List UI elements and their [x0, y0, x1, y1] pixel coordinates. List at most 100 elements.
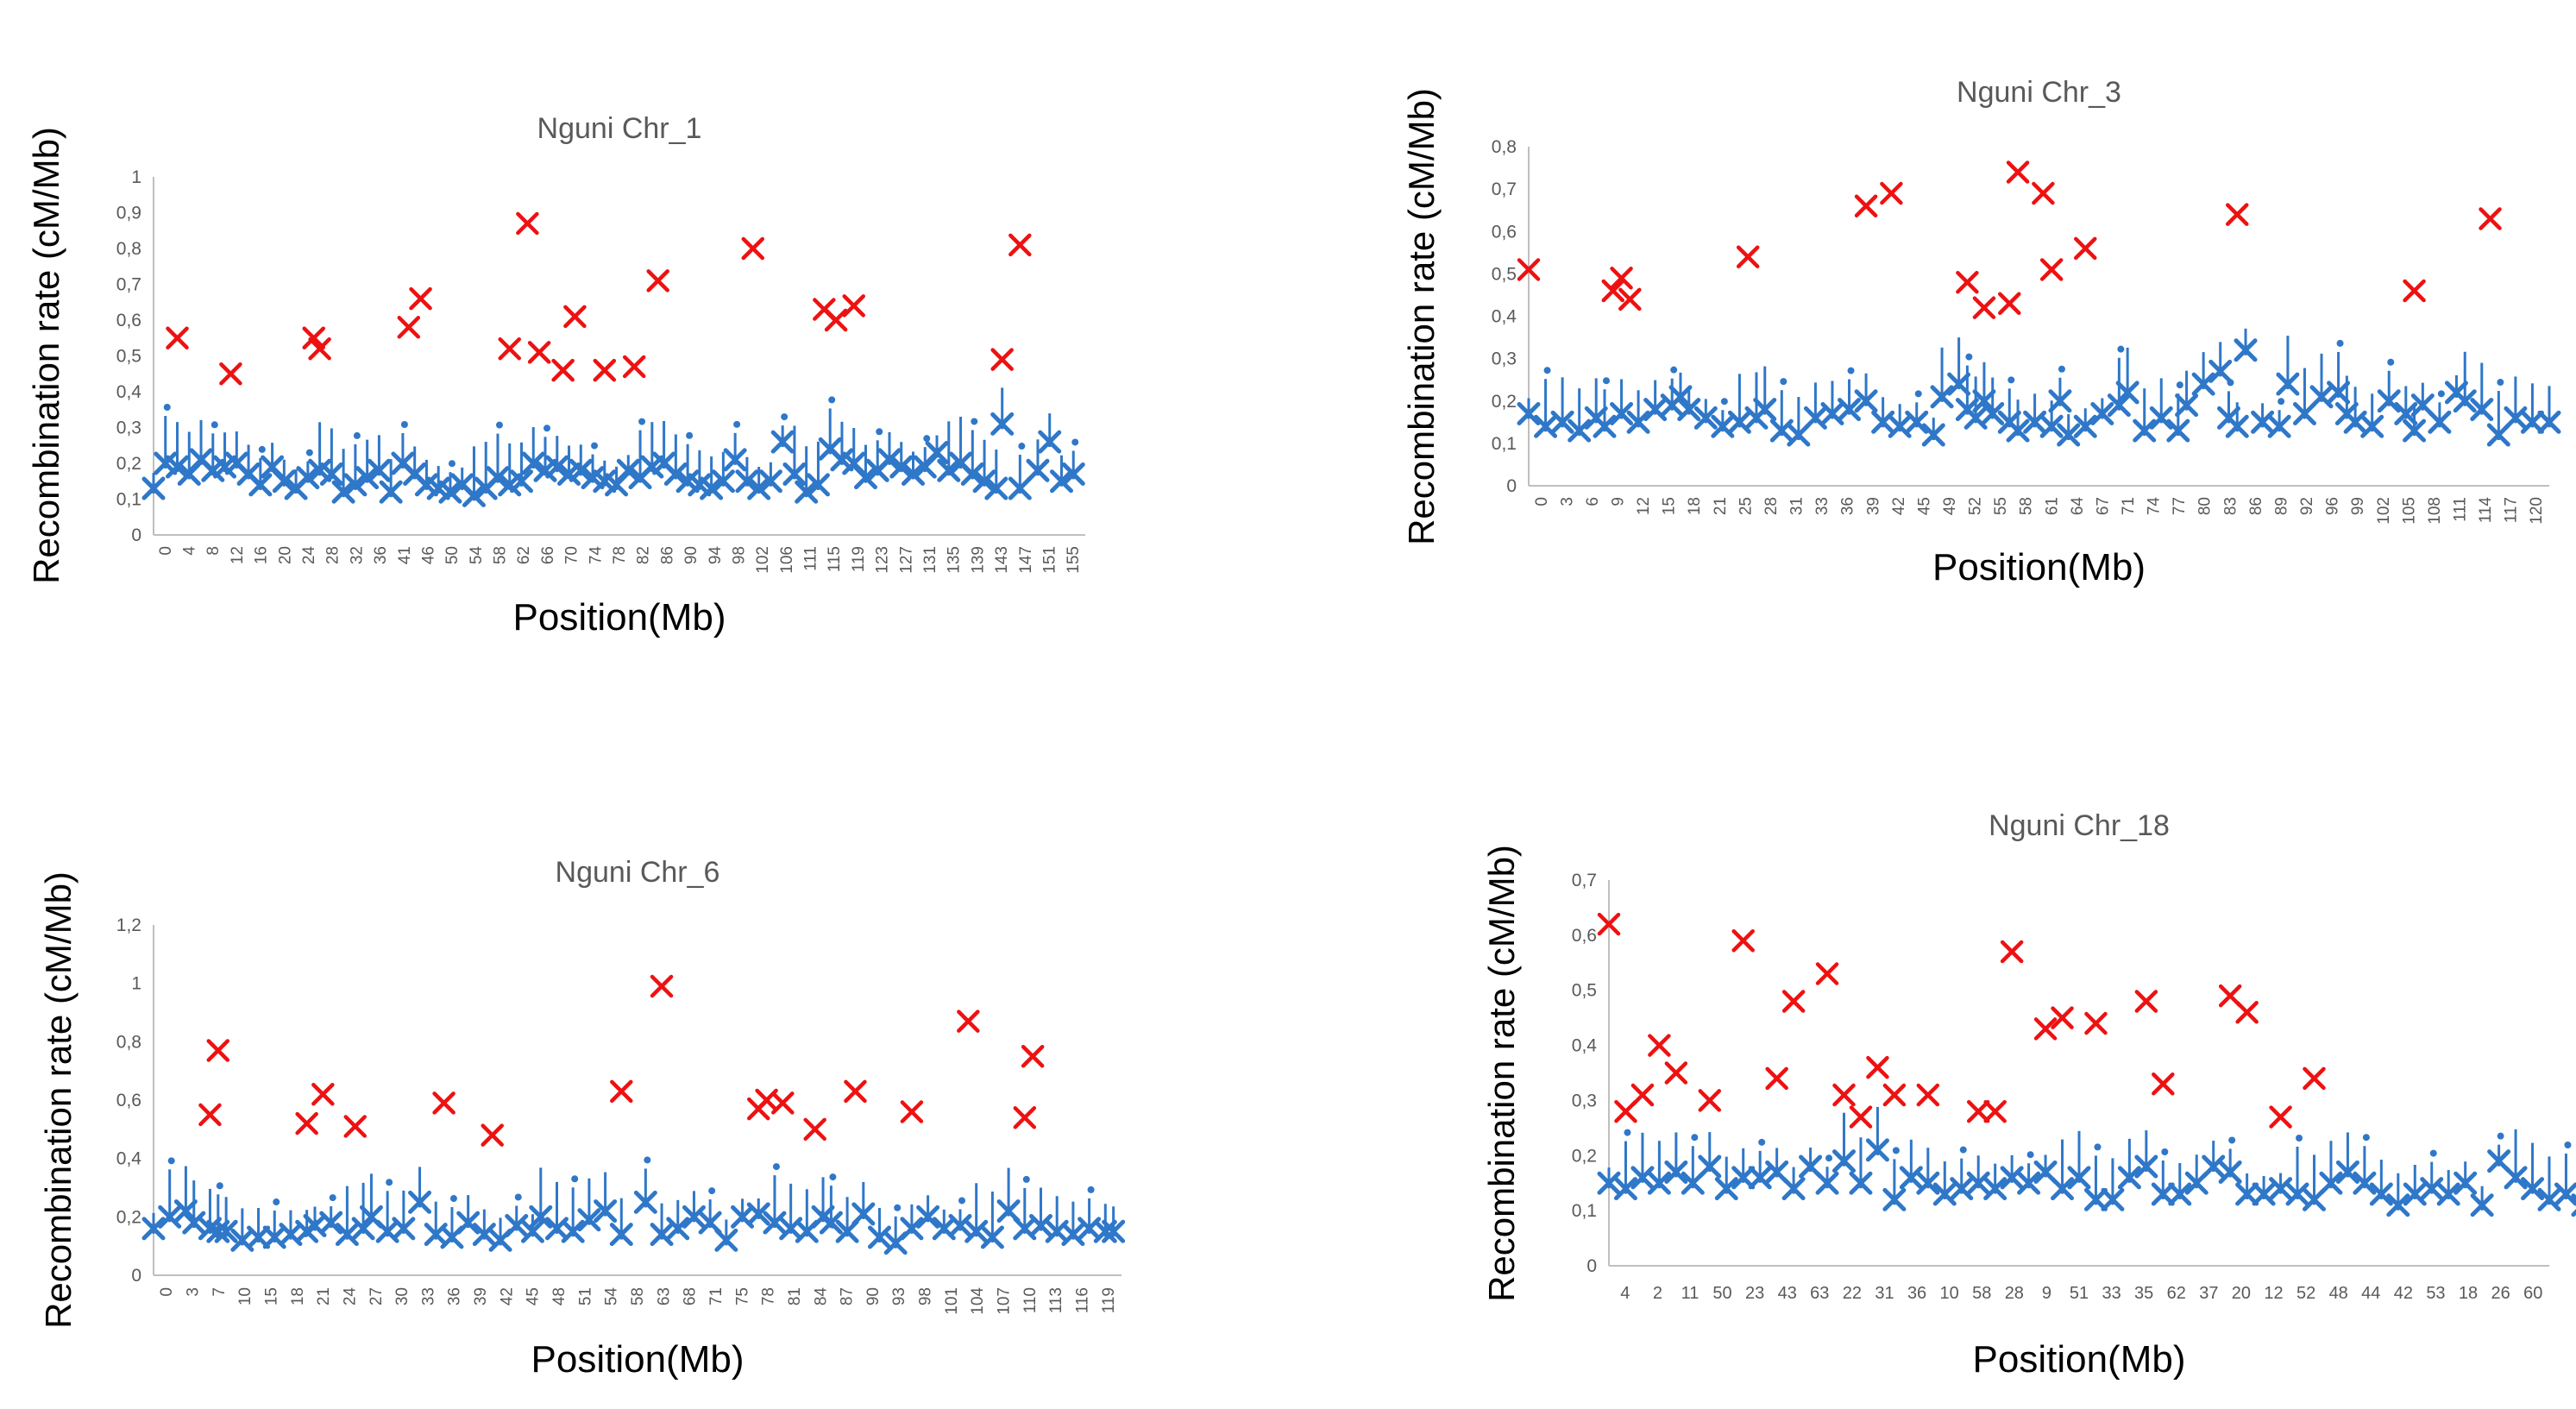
- chart1-y-axis-label: Recombination rate (cM/Mb): [26, 127, 66, 584]
- chart1-point-blue: [521, 451, 545, 475]
- chart3-point-blue: [609, 1223, 633, 1247]
- chart2-point-red: [1601, 279, 1625, 303]
- chart2-outlier-point: [1720, 398, 1728, 406]
- chart3-point-blue: [948, 1213, 972, 1237]
- chart1-x-tick-label: 16: [253, 546, 271, 564]
- chart1-x-tick-label: 78: [611, 546, 629, 564]
- chart1-x-tick-label: 24: [300, 546, 318, 565]
- chart2-outlier-point: [2336, 339, 2344, 347]
- chart4-point-blue: [2353, 1171, 2377, 1195]
- chart4-point-blue: [2202, 1154, 2226, 1179]
- chart1-x-tick-label: 20: [276, 546, 294, 564]
- chart2-point-blue: [1568, 418, 1592, 443]
- chart3-outlier-point: [708, 1187, 716, 1195]
- chart1-outlier-point: [210, 421, 218, 429]
- chart2-point-red: [1854, 194, 1878, 218]
- chart1-y-tick-label: 0,6: [116, 311, 141, 330]
- chart1-x-tick-label: 36: [372, 546, 390, 564]
- chart1-point-blue: [1026, 458, 1050, 482]
- chart4-x-tick-label: 31: [1875, 1284, 1894, 1303]
- chart3-x-tick-label: 68: [682, 1287, 700, 1305]
- chart1-x-axis-label: Position(Mb): [513, 596, 726, 638]
- chart1-outlier-point: [495, 421, 503, 429]
- chart1-point-blue: [795, 480, 819, 504]
- chart2-y-tick-label: 0,3: [1492, 349, 1517, 369]
- chart3-x-tick-label: 107: [996, 1287, 1014, 1315]
- chart2-point-blue: [2107, 393, 2131, 418]
- chart4-y-tick-label: 0,3: [1572, 1091, 1597, 1110]
- chart1-x-tick-label: 131: [921, 546, 939, 574]
- chart1-point-blue: [937, 458, 961, 482]
- chart1-point-blue: [545, 455, 569, 479]
- chart2-point-red: [2226, 203, 2249, 226]
- chart1-point-red: [397, 316, 421, 339]
- chart4-x-tick-label: 43: [1778, 1284, 1797, 1303]
- chart1-point-red: [824, 308, 848, 332]
- chart3-point-blue: [247, 1225, 271, 1249]
- chart3-point-red: [481, 1123, 504, 1147]
- chart4-x-tick-label: 26: [2491, 1284, 2510, 1303]
- chart2-point-blue: [2377, 389, 2401, 413]
- chart4-point-red: [1966, 1099, 1990, 1123]
- chart1-point-blue: [735, 469, 759, 494]
- chart4-y-tick-label: 0,6: [1572, 926, 1597, 946]
- chart1-x-tick-label: 58: [492, 546, 510, 564]
- chart1-point-blue: [806, 473, 830, 497]
- chart1-point-blue: [1038, 430, 1062, 454]
- chart1-point-red: [166, 326, 189, 349]
- chart3-point-red: [771, 1091, 795, 1115]
- chart1-point-blue: [770, 430, 795, 454]
- chart3-y-tick-label: 0,2: [116, 1207, 141, 1227]
- chart2-y-tick-label: 0,7: [1492, 179, 1517, 199]
- chart1-outlier-point: [448, 460, 456, 468]
- chart2-point-blue: [1693, 406, 1718, 430]
- chart4-point-red: [1630, 1083, 1655, 1107]
- chart4-point-blue: [2218, 1160, 2242, 1184]
- chart2-x-tick-label: 9: [1610, 497, 1628, 506]
- chart1-x-tick-label: 147: [1017, 546, 1035, 574]
- chart2-x-tick-label: 28: [1762, 497, 1781, 515]
- chart2-point-blue: [2115, 381, 2139, 405]
- chart3-point-blue: [472, 1223, 496, 1247]
- chart3-point-blue: [520, 1219, 544, 1243]
- chart2-point-blue: [2394, 401, 2418, 425]
- chart3-point-red: [957, 1010, 980, 1033]
- chart1-point-blue: [747, 476, 771, 500]
- chart2-point-blue: [1930, 385, 1954, 409]
- chart3-point-blue: [868, 1225, 891, 1249]
- chart2-point-blue: [2403, 418, 2427, 443]
- chart2-x-tick-label: 31: [1788, 497, 1806, 515]
- chart1-point-blue: [889, 455, 914, 479]
- chart1-outlier-point: [1071, 438, 1079, 446]
- chart1-x-tick-label: 41: [396, 546, 414, 564]
- chart1-x-tick-label: 54: [468, 546, 486, 565]
- chart3-x-tick-label: 71: [707, 1287, 726, 1305]
- chart3-x-tick-label: 84: [812, 1287, 830, 1306]
- chart2-point-red: [1956, 270, 1979, 294]
- chart3-point-blue: [851, 1202, 876, 1226]
- chart2-point-red: [2403, 279, 2426, 303]
- chart3-point-blue: [1061, 1223, 1085, 1247]
- chart4-point-blue: [2369, 1182, 2393, 1206]
- chart4-point-blue: [1882, 1187, 1907, 1211]
- chart3-point-blue: [633, 1190, 657, 1214]
- chart1-x-tick-label: 155: [1065, 546, 1083, 574]
- chart2-x-tick-label: 105: [2400, 497, 2418, 525]
- chart4-x-tick-label: 23: [1745, 1284, 1764, 1303]
- chart1-point-blue: [925, 441, 949, 465]
- chart2-point-red: [2479, 207, 2502, 230]
- chart3-point-blue: [1093, 1219, 1117, 1243]
- chart2-point-red: [1880, 181, 1903, 205]
- chart2-x-tick-label: 96: [2324, 497, 2342, 515]
- chart1-point-red: [219, 362, 242, 386]
- chart3-point-blue: [1102, 1219, 1126, 1243]
- chart4-outlier-point: [2429, 1149, 2437, 1157]
- chart4-x-tick-label: 18: [2459, 1284, 2478, 1303]
- chart3-x-tick-label: 113: [1047, 1287, 1065, 1313]
- chart4-y-tick-label: 0,2: [1572, 1146, 1597, 1166]
- chart2-point-blue: [1610, 401, 1634, 425]
- chart4-point-red: [2303, 1066, 2326, 1091]
- chart3-x-tick-label: 0: [158, 1287, 176, 1297]
- chart1-point-blue: [509, 469, 533, 494]
- chart1-x-tick-label: 151: [1040, 546, 1059, 574]
